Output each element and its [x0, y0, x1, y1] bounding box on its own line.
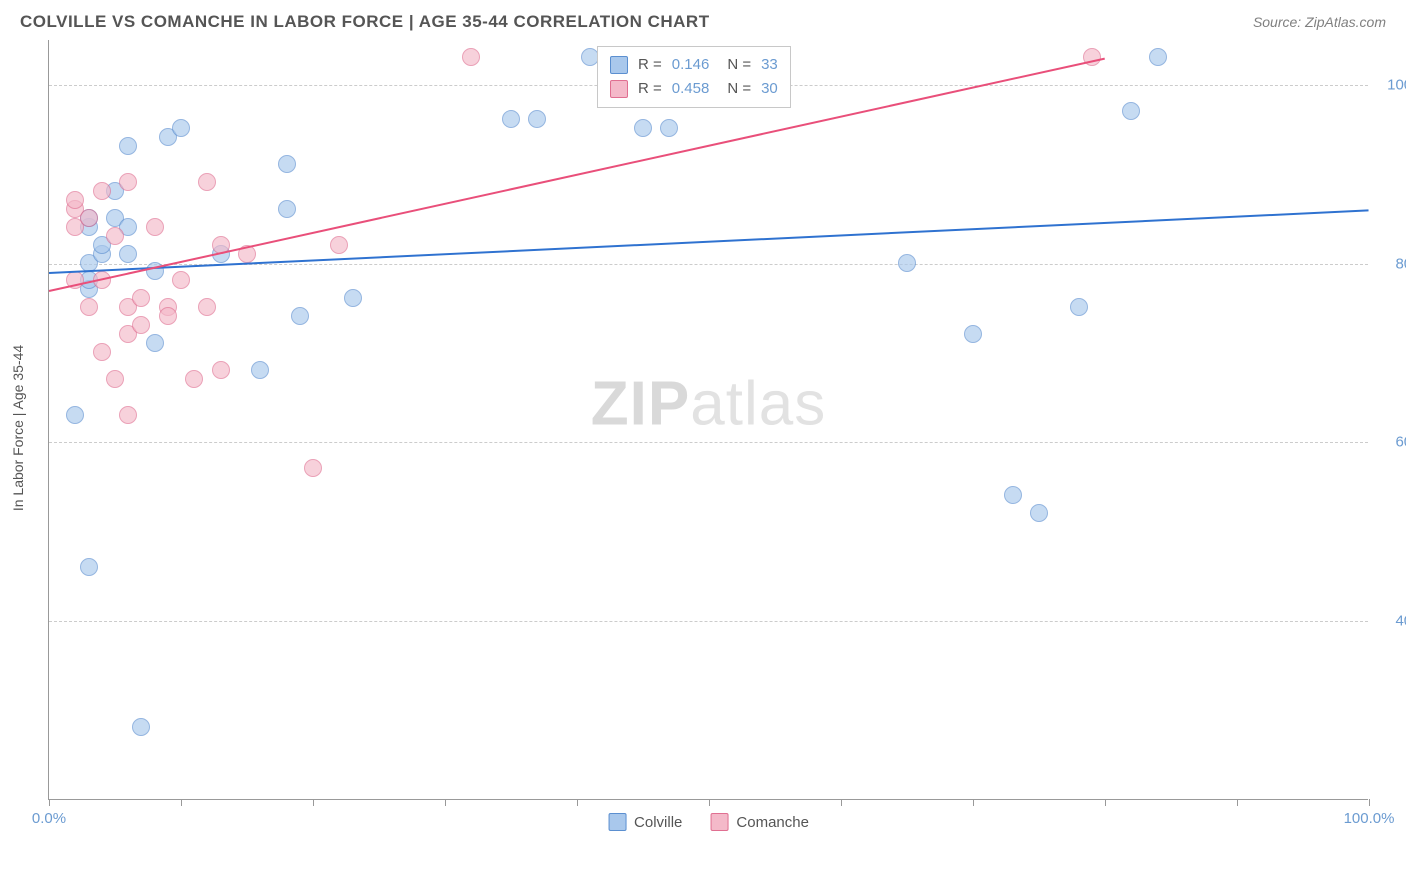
data-point — [278, 155, 296, 173]
data-point — [1149, 48, 1167, 66]
scatter-plot-area: ZIPatlas R =0.146N =33R =0.458N =30 Colv… — [48, 40, 1368, 800]
data-point — [80, 558, 98, 576]
legend-r-value: 0.458 — [672, 77, 710, 101]
series-legend: Colville Comanche — [608, 813, 809, 831]
data-point — [119, 406, 137, 424]
data-point — [660, 119, 678, 137]
x-tick — [313, 799, 314, 806]
gridline — [49, 442, 1368, 443]
data-point — [132, 718, 150, 736]
data-point — [106, 227, 124, 245]
legend-row: R = 0.146 N = 33 — [610, 53, 778, 77]
data-point — [304, 459, 322, 477]
source-attribution: Source: ZipAtlas.com — [1253, 14, 1386, 30]
series-legend-label: Comanche — [736, 814, 809, 831]
y-tick-label: 100.0% — [1378, 76, 1406, 93]
x-tick — [1237, 799, 1238, 806]
legend-r-label: R = — [638, 53, 662, 77]
correlation-legend: R = 0.146 N = 33 R = 0.458 N = 30 — [597, 46, 791, 108]
data-point — [106, 370, 124, 388]
data-point — [634, 119, 652, 137]
x-tick — [49, 799, 50, 806]
x-tick-label-end: 100.0% — [1344, 810, 1395, 827]
legend-swatch — [610, 56, 628, 74]
data-point — [66, 191, 84, 209]
data-point — [1070, 298, 1088, 316]
data-point — [146, 334, 164, 352]
legend-r-label: R = — [638, 77, 662, 101]
y-tick-label: 60.0% — [1378, 434, 1406, 451]
chart-container: In Labor Force | Age 35-44 ZIPatlas R =0… — [48, 40, 1386, 800]
y-axis-label: In Labor Force | Age 35-44 — [10, 345, 26, 511]
data-point — [251, 361, 269, 379]
legend-row: R = 0.458 N = 30 — [610, 77, 778, 101]
data-point — [198, 298, 216, 316]
y-tick-label: 40.0% — [1378, 613, 1406, 630]
data-point — [278, 200, 296, 218]
data-point — [93, 343, 111, 361]
data-point — [898, 254, 916, 272]
data-point — [119, 173, 137, 191]
header: COLVILLE VS COMANCHE IN LABOR FORCE | AG… — [0, 0, 1406, 40]
data-point — [344, 289, 362, 307]
x-tick — [841, 799, 842, 806]
data-point — [1122, 102, 1140, 120]
legend-swatch — [608, 813, 626, 831]
legend-swatch — [710, 813, 728, 831]
chart-title: COLVILLE VS COMANCHE IN LABOR FORCE | AG… — [20, 12, 710, 32]
data-point — [1030, 504, 1048, 522]
data-point — [132, 289, 150, 307]
gridline — [49, 621, 1368, 622]
data-point — [330, 236, 348, 254]
x-tick — [973, 799, 974, 806]
data-point — [185, 370, 203, 388]
data-point — [212, 361, 230, 379]
data-point — [291, 307, 309, 325]
data-point — [146, 218, 164, 236]
legend-n-value: 33 — [761, 53, 778, 77]
data-point — [93, 182, 111, 200]
trend-line — [49, 210, 1369, 275]
legend-r-value: 0.146 — [672, 53, 710, 77]
data-point — [132, 316, 150, 334]
data-point — [198, 173, 216, 191]
legend-swatch — [610, 80, 628, 98]
legend-n-label: N = — [727, 77, 751, 101]
series-legend-item: Colville — [608, 813, 682, 831]
series-legend-item: Comanche — [710, 813, 809, 831]
x-tick — [1105, 799, 1106, 806]
data-point — [172, 271, 190, 289]
data-point — [964, 325, 982, 343]
x-tick-label-start: 0.0% — [32, 810, 66, 827]
data-point — [502, 110, 520, 128]
data-point — [119, 137, 137, 155]
data-point — [1004, 486, 1022, 504]
data-point — [172, 119, 190, 137]
data-point — [159, 307, 177, 325]
watermark: ZIPatlas — [591, 369, 826, 440]
data-point — [462, 48, 480, 66]
x-tick — [577, 799, 578, 806]
data-point — [119, 245, 137, 263]
x-tick — [1369, 799, 1370, 806]
legend-n-label: N = — [727, 53, 751, 77]
x-tick — [709, 799, 710, 806]
x-tick — [181, 799, 182, 806]
legend-n-value: 30 — [761, 77, 778, 101]
data-point — [528, 110, 546, 128]
data-point — [80, 298, 98, 316]
data-point — [80, 209, 98, 227]
x-tick — [445, 799, 446, 806]
data-point — [66, 406, 84, 424]
series-legend-label: Colville — [634, 814, 682, 831]
y-tick-label: 80.0% — [1378, 255, 1406, 272]
